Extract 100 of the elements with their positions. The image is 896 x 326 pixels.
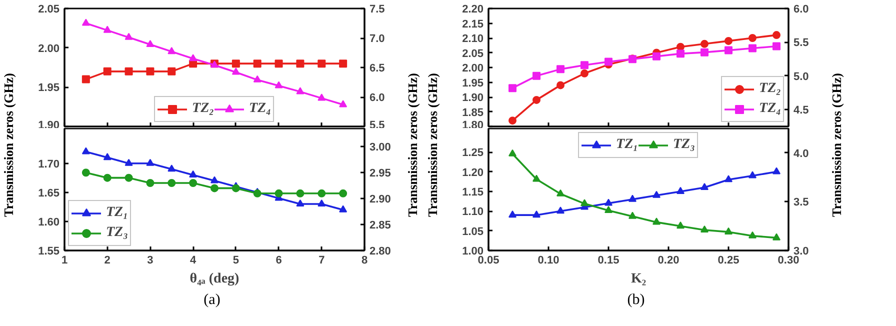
point: [724, 227, 732, 234]
x-tick-label: 0.05: [478, 254, 500, 266]
point: [676, 222, 684, 229]
y2-tick-label: 2.90: [370, 194, 391, 206]
y-tick-label: 2.05: [462, 48, 484, 60]
point: [580, 69, 588, 78]
point: [532, 96, 540, 104]
x-axis-title: K₂: [630, 272, 646, 286]
point: [82, 18, 90, 26]
y-axis-title: Transmission zeros (GHz): [0, 73, 17, 217]
point: [168, 164, 176, 172]
point: [296, 60, 304, 68]
point: [604, 206, 612, 214]
point: [700, 225, 708, 233]
point: [748, 44, 756, 52]
point: [532, 72, 540, 80]
legend-label: TZ₂: [192, 101, 214, 117]
point: [676, 186, 684, 194]
text: (b): [627, 291, 645, 310]
point: [146, 40, 154, 48]
x-tick-label: 3: [147, 254, 154, 266]
point: [274, 60, 283, 68]
x-axis-title: θ₄ₐ (deg): [190, 272, 240, 286]
y2-tick-label: 2.95: [370, 168, 391, 180]
y-tick-label: 1.85: [462, 106, 484, 119]
point: [556, 189, 564, 196]
point: [724, 175, 732, 182]
point: [748, 34, 756, 42]
point: [232, 184, 240, 192]
y-axis-title: Transmission zeros (GHz): [424, 73, 441, 217]
point: [189, 54, 198, 62]
point: [508, 149, 516, 156]
point: [724, 36, 732, 45]
point: [580, 199, 588, 206]
x-tick-label: 0.20: [658, 254, 680, 266]
x-tick-label: 0.10: [538, 254, 560, 266]
y-tick-label: 1.15: [462, 186, 484, 198]
x-tick-label: 6: [276, 254, 282, 266]
y2-tick-label: 3.00: [370, 142, 391, 154]
y-tick-label: 2.10: [462, 33, 484, 45]
legend-label: TZ₁: [616, 137, 638, 153]
point: [772, 31, 780, 40]
point: [318, 199, 326, 207]
point: [103, 67, 112, 76]
point: [318, 94, 326, 101]
point: [82, 147, 90, 154]
y-tick-label: 2.00: [38, 42, 60, 55]
point: [168, 67, 176, 76]
y-tick-label: 1.95: [38, 82, 60, 94]
x-tick-label: 0.30: [778, 254, 800, 266]
y2-tick-label: 7.5: [370, 4, 385, 16]
point: [652, 52, 660, 60]
legend-label: TZ₁: [106, 205, 128, 221]
point: [124, 67, 133, 76]
y-tick-label: 1.20: [462, 166, 484, 179]
y2-tick-label: 6.5: [370, 62, 385, 74]
y2-tick-label: 6.0: [370, 92, 385, 104]
y2-tick-label: 2.80: [370, 246, 391, 258]
point: [318, 60, 326, 68]
point: [604, 58, 612, 66]
y-tick-label: 1.25: [462, 147, 484, 160]
point: [296, 199, 304, 207]
y-tick-label: 1.55: [38, 246, 60, 258]
point: [253, 60, 262, 68]
point: [748, 231, 756, 238]
point: [652, 190, 660, 198]
point: [168, 179, 176, 188]
y-tick-label: 1.95: [462, 77, 484, 90]
point: [339, 100, 348, 108]
point: [210, 184, 218, 192]
point: [724, 46, 732, 54]
point: [772, 42, 780, 50]
point: [556, 81, 564, 90]
point: [532, 174, 540, 182]
point: [82, 168, 90, 177]
y-tick-label: 2.20: [462, 4, 484, 16]
point: [124, 174, 133, 182]
y2-tick-label: 6.0: [794, 4, 809, 16]
text: (a): [204, 291, 220, 310]
point: [652, 218, 660, 225]
y2-axis-title: Transmission zeros (GHz): [828, 73, 845, 217]
y2-tick-label: 2.85: [370, 220, 391, 232]
y-tick-label: 1.90: [462, 92, 484, 104]
y-tick-label: 1.10: [462, 206, 484, 218]
point: [189, 179, 198, 188]
point: [296, 189, 304, 198]
point: [700, 40, 708, 48]
point: [580, 61, 588, 70]
point: [103, 174, 112, 182]
x-tick-label: 0.15: [598, 254, 620, 266]
point: [146, 67, 154, 76]
y2-tick-label: 5.0: [794, 70, 809, 83]
x-tick-label: 1: [61, 254, 68, 266]
point: [339, 189, 348, 198]
y-tick-label: 1.70: [38, 158, 60, 170]
y-tick-label: 1.65: [38, 187, 60, 200]
legend-label: TZ₄: [249, 101, 271, 117]
y-tick-label: 1.05: [462, 226, 484, 238]
point: [232, 68, 240, 75]
y2-tick-label: 3.0: [794, 246, 809, 258]
